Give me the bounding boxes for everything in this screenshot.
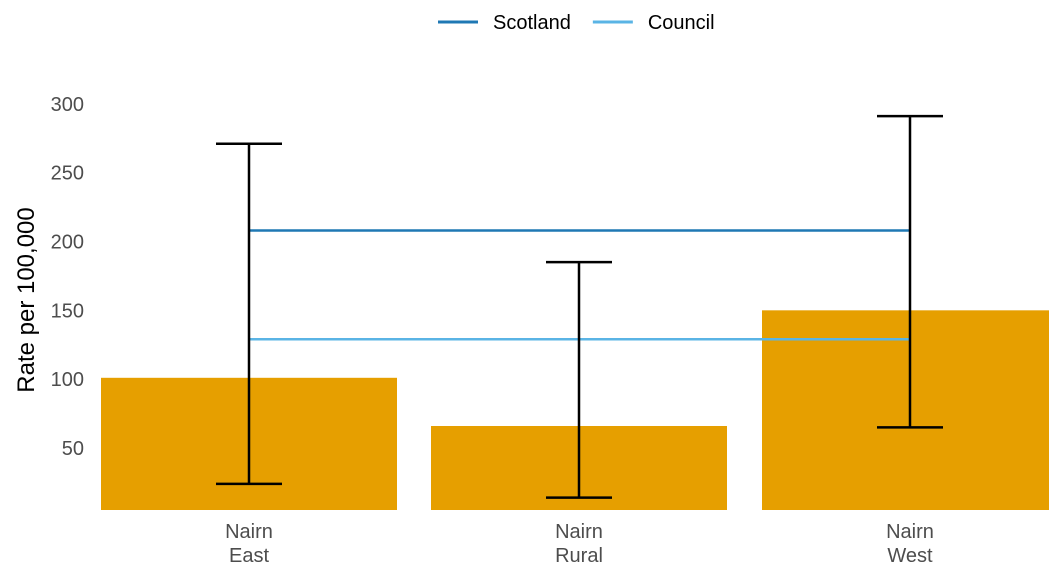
y-axis: 50 100 150 200 250 300 <box>51 94 84 460</box>
y-tick-label: 300 <box>51 94 84 116</box>
x-tick-label: Nairn East <box>225 521 273 567</box>
error-bars <box>216 114 943 499</box>
bar <box>762 310 1049 510</box>
x-axis: Nairn East Nairn Rural Nairn West <box>225 521 934 567</box>
y-axis-title: Rate per 100,000 <box>13 207 40 392</box>
x-tick-label: Nairn West <box>886 521 934 567</box>
y-tick-label: 100 <box>51 369 84 391</box>
legend-label-council: Council <box>648 12 715 34</box>
y-tick-label: 150 <box>51 300 84 322</box>
y-tick-label: 200 <box>51 231 84 253</box>
legend: Scotland Council <box>438 12 715 34</box>
y-tick-label: 250 <box>51 163 84 185</box>
y-tick-label: 50 <box>62 438 84 460</box>
x-tick-label: Nairn Rural <box>555 521 603 567</box>
legend-label-scotland: Scotland <box>493 12 571 34</box>
